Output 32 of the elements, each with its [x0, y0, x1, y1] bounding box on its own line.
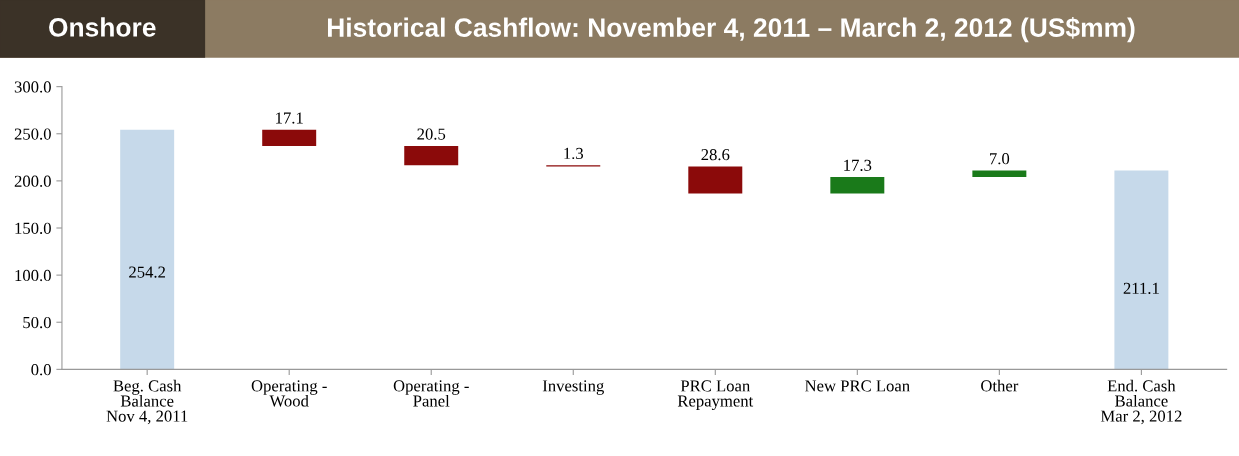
x-tick-label: Beg. Cash Balance Nov 4, 2011	[106, 379, 188, 425]
bar	[1114, 170, 1169, 370]
x-tick-label: Operating - Panel	[393, 380, 469, 407]
bar	[404, 145, 459, 166]
bar	[688, 166, 743, 194]
data-label: 1.3	[564, 147, 584, 160]
y-tick-label: 0.0	[31, 364, 51, 376]
x-tick-label: Operating - Wood	[251, 380, 327, 407]
x-tick-label: New PRC Loan	[805, 380, 910, 392]
data-label: 17.1	[276, 112, 303, 124]
bar	[120, 129, 175, 370]
y-tick-label: 150.0	[15, 222, 51, 235]
bar	[262, 129, 317, 146]
x-tick-label: PRC Loan Repayment	[677, 380, 754, 411]
y-tick-label: 300.0	[14, 81, 51, 93]
x-tick-label: Other	[981, 379, 1019, 392]
data-label: 20.5	[417, 128, 446, 140]
data-label: 7.0	[990, 153, 1010, 165]
data-label: 17.3	[844, 159, 872, 171]
y-tick-label: 100.0	[15, 269, 51, 282]
y-tick-label: 250.0	[14, 128, 51, 140]
data-label: 254.2	[129, 266, 165, 278]
y-tick-label: 200.0	[14, 175, 51, 187]
data-label: 211.1	[1123, 282, 1159, 295]
bar	[972, 170, 1027, 178]
y-tick-label: 50.0	[23, 316, 51, 329]
x-tick-label: End. Cash Balance Mar 2, 2012	[1100, 379, 1182, 425]
bar	[830, 177, 885, 194]
text: Onshore	[49, 17, 156, 37]
x-tick-label: Investing	[542, 380, 604, 395]
data-label: 28.6	[701, 149, 730, 161]
chart-title: Historical Cashflow: November 4, 2011 – March 2, 2012 (US$mm)	[328, 17, 1135, 43]
